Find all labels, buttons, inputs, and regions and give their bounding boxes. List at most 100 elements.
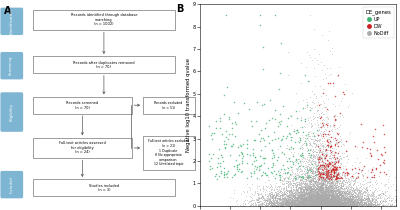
Point (311, 204, 318, 207)
Point (314, 203, 321, 207)
Point (305, 198, 311, 202)
Point (324, 203, 331, 207)
Point (327, 183, 334, 186)
Point (322, 200, 328, 203)
Point (328, 189, 334, 193)
Point (316, 193, 323, 196)
Point (317, 195, 324, 198)
Point (344, 201, 350, 205)
Point (314, 62, 321, 66)
Point (320, 202, 326, 205)
Point (303, 202, 310, 205)
Point (312, 175, 318, 178)
Point (306, 95, 313, 99)
Point (309, 201, 315, 205)
Point (314, 140, 320, 143)
Point (316, 167, 322, 171)
Point (333, 192, 340, 196)
Point (338, 197, 344, 200)
Point (343, 196, 350, 200)
Point (330, 190, 336, 193)
Point (366, 179, 373, 182)
Point (370, 200, 377, 203)
Point (332, 196, 338, 199)
Point (267, 197, 273, 201)
Point (324, 158, 330, 162)
Point (292, 202, 298, 206)
Point (364, 188, 370, 192)
Point (308, 204, 314, 207)
Point (334, 196, 340, 200)
Point (317, 150, 324, 154)
Point (323, 189, 330, 193)
Point (333, 165, 340, 168)
Point (369, 196, 375, 199)
Point (335, 200, 341, 203)
Point (350, 203, 356, 207)
Point (346, 201, 353, 204)
Point (268, 203, 274, 207)
Point (339, 180, 346, 183)
Point (365, 203, 372, 206)
Point (330, 195, 336, 199)
Point (340, 199, 346, 202)
Point (329, 201, 335, 204)
Point (257, 155, 264, 158)
Point (319, 183, 325, 186)
Text: A: A (4, 6, 12, 16)
Point (317, 196, 324, 200)
Point (324, 181, 330, 185)
Point (342, 203, 349, 207)
Point (310, 199, 316, 202)
Point (306, 196, 312, 199)
Point (286, 202, 292, 205)
Point (288, 190, 294, 193)
Point (331, 200, 337, 204)
Point (330, 201, 337, 204)
Point (276, 190, 282, 194)
Point (320, 204, 326, 207)
Point (276, 172, 282, 175)
Point (323, 203, 329, 206)
Point (377, 200, 384, 203)
Point (315, 199, 321, 202)
Point (323, 192, 329, 196)
Point (318, 202, 324, 205)
Point (324, 201, 331, 204)
Point (309, 89, 315, 92)
Point (312, 195, 318, 198)
Point (342, 198, 348, 201)
Point (314, 193, 321, 196)
Point (334, 193, 341, 197)
Point (335, 175, 341, 178)
Point (302, 202, 308, 206)
Point (315, 199, 322, 202)
Point (341, 200, 348, 203)
Point (326, 137, 332, 140)
Point (329, 204, 336, 207)
Point (302, 164, 309, 167)
Point (244, 182, 250, 185)
Point (289, 199, 296, 202)
Point (276, 197, 282, 200)
Point (327, 202, 334, 205)
Point (329, 196, 335, 199)
Point (226, 116, 232, 119)
Point (325, 190, 332, 193)
Point (333, 203, 339, 206)
Point (333, 201, 340, 204)
Point (293, 202, 299, 205)
Point (296, 186, 303, 189)
Point (331, 182, 338, 185)
Point (358, 194, 365, 197)
Point (317, 203, 324, 207)
Point (322, 190, 329, 193)
Point (346, 198, 352, 201)
Point (302, 117, 309, 121)
Point (326, 188, 333, 192)
Point (328, 178, 334, 181)
Point (372, 201, 378, 205)
Point (314, 198, 320, 202)
Point (339, 200, 346, 204)
Point (337, 203, 343, 206)
